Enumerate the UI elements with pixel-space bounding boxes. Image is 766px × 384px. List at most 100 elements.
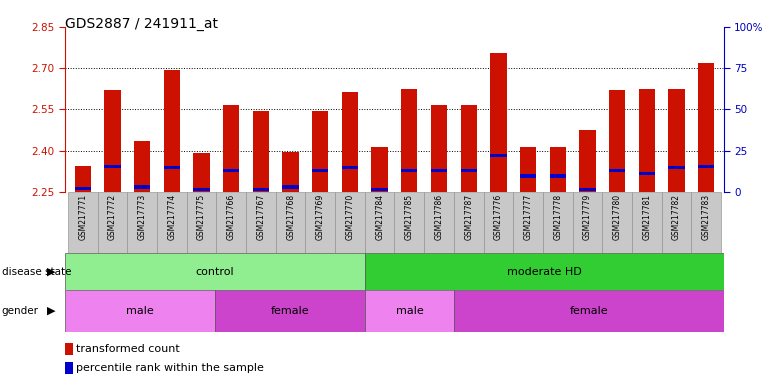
Bar — [253, 188, 269, 192]
Bar — [104, 165, 121, 168]
Bar — [127, 192, 157, 253]
Bar — [572, 192, 602, 253]
Text: GDS2887 / 241911_at: GDS2887 / 241911_at — [65, 17, 218, 31]
Bar — [549, 147, 566, 192]
Text: GSM217771: GSM217771 — [78, 194, 87, 240]
Bar — [246, 192, 276, 253]
Bar — [365, 253, 724, 290]
Bar — [668, 89, 685, 192]
Text: male: male — [126, 306, 154, 316]
Bar — [164, 166, 180, 169]
Bar — [65, 362, 73, 374]
Bar — [394, 192, 424, 253]
Text: GSM217787: GSM217787 — [464, 194, 473, 240]
Text: GSM217776: GSM217776 — [494, 194, 502, 240]
Bar — [283, 152, 299, 192]
Bar — [424, 192, 453, 253]
Text: moderate HD: moderate HD — [507, 266, 581, 277]
Bar — [75, 187, 91, 190]
Bar — [306, 192, 336, 253]
Text: GSM217786: GSM217786 — [434, 194, 444, 240]
Bar — [632, 192, 662, 253]
Text: GSM217775: GSM217775 — [197, 194, 206, 240]
Bar — [579, 188, 595, 192]
Bar — [698, 63, 714, 192]
Bar — [283, 185, 299, 189]
Bar — [157, 192, 187, 253]
Bar — [217, 192, 246, 253]
Bar — [430, 169, 447, 172]
Text: GSM217777: GSM217777 — [523, 194, 532, 240]
Text: GSM217784: GSM217784 — [375, 194, 385, 240]
Bar — [134, 185, 150, 189]
Text: GSM217773: GSM217773 — [138, 194, 147, 240]
Bar — [104, 90, 121, 192]
Bar — [520, 147, 536, 192]
Bar — [98, 192, 127, 253]
Bar — [543, 192, 572, 253]
Bar — [639, 89, 655, 192]
Bar — [430, 105, 447, 192]
Bar — [454, 290, 724, 332]
Bar — [65, 253, 365, 290]
Text: female: female — [570, 306, 608, 316]
Bar — [698, 165, 714, 168]
Text: transformed count: transformed count — [76, 344, 179, 354]
Bar — [365, 290, 454, 332]
Bar — [194, 188, 210, 192]
Text: GSM217768: GSM217768 — [286, 194, 295, 240]
Bar — [342, 91, 358, 192]
Bar — [513, 192, 543, 253]
Bar — [223, 105, 240, 192]
Text: GSM217767: GSM217767 — [257, 194, 266, 240]
Bar — [194, 154, 210, 192]
Bar — [65, 290, 214, 332]
Text: gender: gender — [2, 306, 38, 316]
Text: GSM217782: GSM217782 — [672, 194, 681, 240]
Bar — [668, 166, 685, 169]
Bar — [639, 172, 655, 175]
Bar — [483, 192, 513, 253]
Bar — [214, 290, 365, 332]
Text: GSM217772: GSM217772 — [108, 194, 117, 240]
Bar — [276, 192, 306, 253]
Bar — [164, 70, 180, 192]
Bar — [372, 147, 388, 192]
Bar — [336, 192, 365, 253]
Text: GSM217780: GSM217780 — [613, 194, 621, 240]
Bar — [312, 111, 329, 192]
Text: percentile rank within the sample: percentile rank within the sample — [76, 363, 264, 373]
Bar — [520, 174, 536, 178]
Text: female: female — [270, 306, 309, 316]
Bar — [460, 105, 476, 192]
Text: male: male — [395, 306, 424, 316]
Bar — [312, 169, 329, 172]
Bar — [549, 174, 566, 178]
Text: GSM217781: GSM217781 — [642, 194, 651, 240]
Bar — [401, 89, 417, 192]
Bar — [691, 192, 721, 253]
Bar — [579, 130, 595, 192]
Bar — [490, 154, 506, 157]
Text: control: control — [195, 266, 234, 277]
Bar — [65, 343, 73, 355]
Bar — [609, 169, 625, 172]
Bar — [401, 169, 417, 172]
Bar — [68, 192, 98, 253]
Bar — [490, 53, 506, 192]
Bar — [609, 90, 625, 192]
Text: GSM217779: GSM217779 — [583, 194, 592, 240]
Bar — [75, 166, 91, 192]
Text: ▶: ▶ — [47, 306, 55, 316]
Bar — [223, 169, 240, 172]
Text: GSM217783: GSM217783 — [702, 194, 711, 240]
Bar — [662, 192, 691, 253]
Bar — [453, 192, 483, 253]
Bar — [342, 166, 358, 169]
Bar — [134, 141, 150, 192]
Text: disease state: disease state — [2, 266, 71, 277]
Text: GSM217774: GSM217774 — [168, 194, 176, 240]
Text: GSM217778: GSM217778 — [553, 194, 562, 240]
Bar — [602, 192, 632, 253]
Text: GSM217785: GSM217785 — [404, 194, 414, 240]
